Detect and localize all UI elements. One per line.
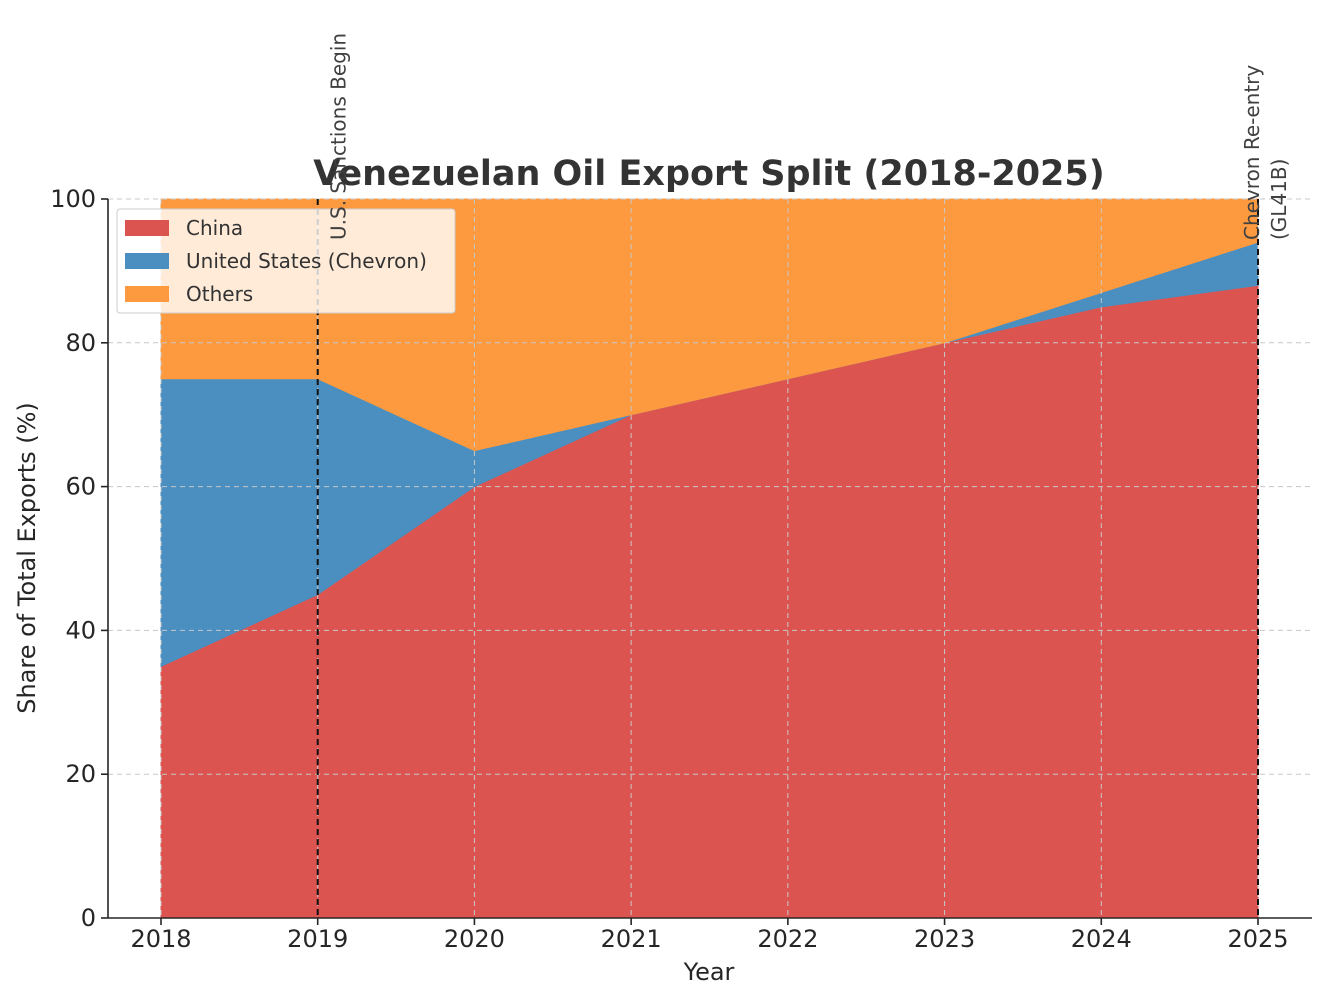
annotation-labels: U.S. Sanctions Begin Chevron Re-entry (GL4… [327,33,1291,240]
legend-label: China [186,216,243,240]
legend-label: Others [186,282,253,306]
legend-box [116,208,456,314]
y-tick-label: 100 [50,185,96,213]
x-tick-label: 2021 [601,925,662,953]
y-axis-title: Share of Total Exports (%) [13,402,41,714]
chart-title: Venezuelan Oil Export Split (2018-2025) [313,154,1105,194]
grid-lines [108,198,1312,918]
legend-swatch [125,253,169,269]
annotation-label: Chevron Re-entry [1240,65,1264,240]
y-tick-label: 0 [81,904,96,932]
x-tick-label: 2019 [287,925,348,953]
x-tick-label: 2018 [130,925,191,953]
legend-label: United States (Chevron) [186,249,427,273]
y-tick-label: 20 [65,760,96,788]
y-tick-label: 80 [65,329,96,357]
legend-swatch [125,220,169,236]
x-tick-label: 2024 [1071,925,1132,953]
annotation-label: (GL41B) [1267,159,1291,240]
x-tick-label: 2022 [757,925,818,953]
x-tick-label: 2020 [444,925,505,953]
x-tick-label: 2023 [914,925,975,953]
y-tick-label: 60 [65,473,96,501]
axes: 0 20 40 60 80 100 2018 2019 2020 2021 2022 2023 2024… [50,185,1312,953]
legend-swatch [125,286,169,302]
x-axis-title: Year [683,958,735,986]
annotation-label: U.S. Sanctions Begin [327,33,351,240]
legend: China United States (Chevron) Others [116,208,456,314]
x-tick-label: 2025 [1227,925,1288,953]
y-tick-label: 40 [65,616,96,644]
